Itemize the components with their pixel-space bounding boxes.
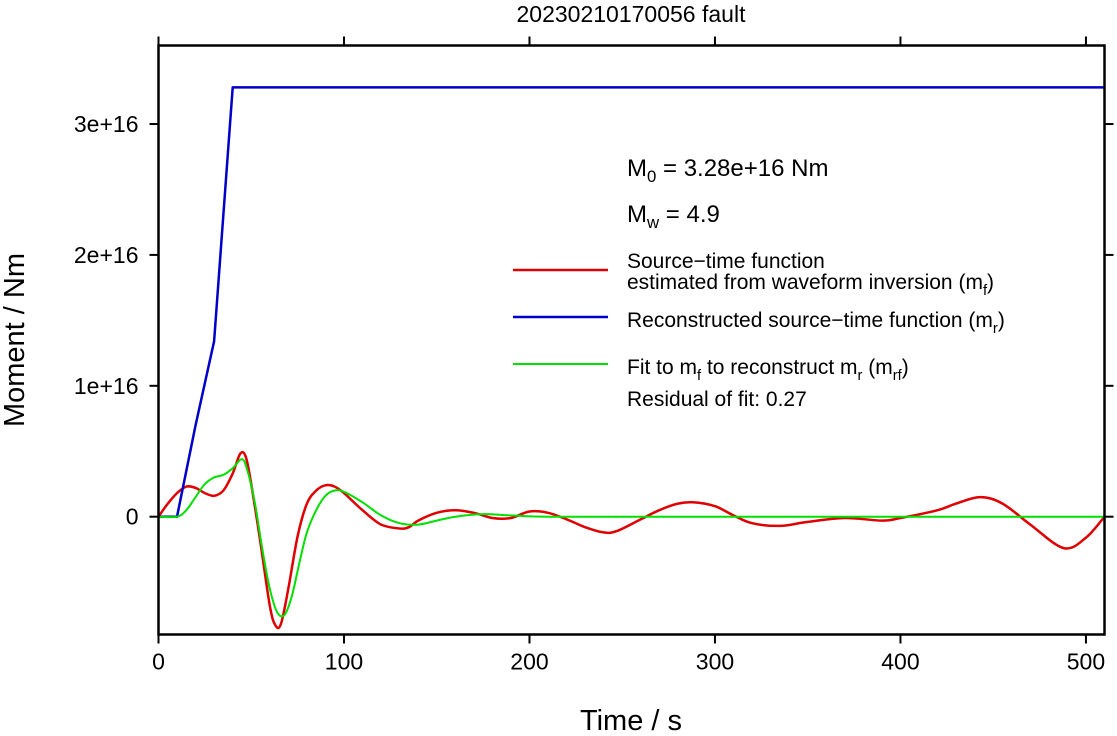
x-axis-label: Time / s bbox=[580, 705, 682, 736]
x-tick-label: 500 bbox=[1067, 649, 1105, 675]
x-tick-label: 100 bbox=[325, 649, 363, 675]
legend-label-red: Source−time function bbox=[627, 250, 825, 273]
annotation-block: M0 = 3.28e+16 Nm Mw = 4.9 Residual of fit:… bbox=[627, 155, 828, 411]
legend-label-blue: Reconstructed source−time function (mr) bbox=[627, 309, 1005, 337]
x-tick-label: 0 bbox=[152, 649, 165, 675]
x-tick-label: 400 bbox=[881, 649, 919, 675]
chart-title: 20230210170056 fault bbox=[517, 1, 747, 27]
residual-annotation: Residual of fit: 0.27 bbox=[627, 388, 807, 411]
series-line-red bbox=[158, 450, 1105, 630]
axis-ticks: 0 100 200 300 400 500 0 1e+16 2e+16 3e+16 bbox=[74, 36, 1114, 675]
y-tick-label: 2e+16 bbox=[74, 242, 139, 268]
seismic-moment-annotation: M0 = 3.28e+16 Nm bbox=[627, 155, 828, 186]
plot-area bbox=[158, 86, 1105, 630]
legend-label-green: Fit to mf to reconstruct mr (mrf) bbox=[627, 356, 909, 384]
plot-frame bbox=[157, 44, 1106, 636]
series-line-blue bbox=[158, 86, 1105, 518]
y-tick-label: 3e+16 bbox=[74, 111, 139, 137]
x-tick-label: 300 bbox=[696, 649, 734, 675]
y-axis-label: Moment / Nm bbox=[0, 253, 31, 427]
x-tick-label: 200 bbox=[510, 649, 548, 675]
moment-magnitude-annotation: Mw = 4.9 bbox=[627, 201, 720, 232]
legend-label-red: estimated from waveform inversion (mf) bbox=[627, 271, 994, 299]
series-line-green bbox=[158, 458, 1105, 618]
y-tick-label: 0 bbox=[126, 504, 139, 530]
y-tick-label: 1e+16 bbox=[74, 373, 139, 399]
